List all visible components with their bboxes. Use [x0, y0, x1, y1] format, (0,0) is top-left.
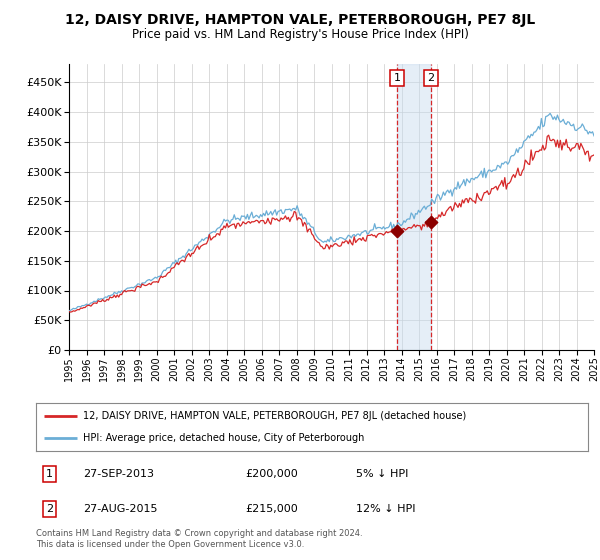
- Text: 27-AUG-2015: 27-AUG-2015: [83, 504, 157, 514]
- Text: HPI: Average price, detached house, City of Peterborough: HPI: Average price, detached house, City…: [83, 433, 364, 443]
- Text: 27-SEP-2013: 27-SEP-2013: [83, 469, 154, 479]
- Text: 12, DAISY DRIVE, HAMPTON VALE, PETERBOROUGH, PE7 8JL (detached house): 12, DAISY DRIVE, HAMPTON VALE, PETERBORO…: [83, 411, 466, 421]
- Text: 2: 2: [427, 73, 434, 83]
- Text: £200,000: £200,000: [246, 469, 299, 479]
- Text: 12, DAISY DRIVE, HAMPTON VALE, PETERBOROUGH, PE7 8JL: 12, DAISY DRIVE, HAMPTON VALE, PETERBORO…: [65, 13, 535, 27]
- Text: 12% ↓ HPI: 12% ↓ HPI: [356, 504, 416, 514]
- Text: Contains HM Land Registry data © Crown copyright and database right 2024.
This d: Contains HM Land Registry data © Crown c…: [36, 529, 362, 549]
- Text: £215,000: £215,000: [246, 504, 299, 514]
- Text: 2: 2: [46, 504, 53, 514]
- Text: Price paid vs. HM Land Registry's House Price Index (HPI): Price paid vs. HM Land Registry's House …: [131, 28, 469, 41]
- Point: [392, 226, 402, 235]
- Text: 1: 1: [394, 73, 401, 83]
- Text: 5% ↓ HPI: 5% ↓ HPI: [356, 469, 409, 479]
- Bar: [397, 64, 431, 350]
- Point: [426, 218, 436, 227]
- Text: 1: 1: [46, 469, 53, 479]
